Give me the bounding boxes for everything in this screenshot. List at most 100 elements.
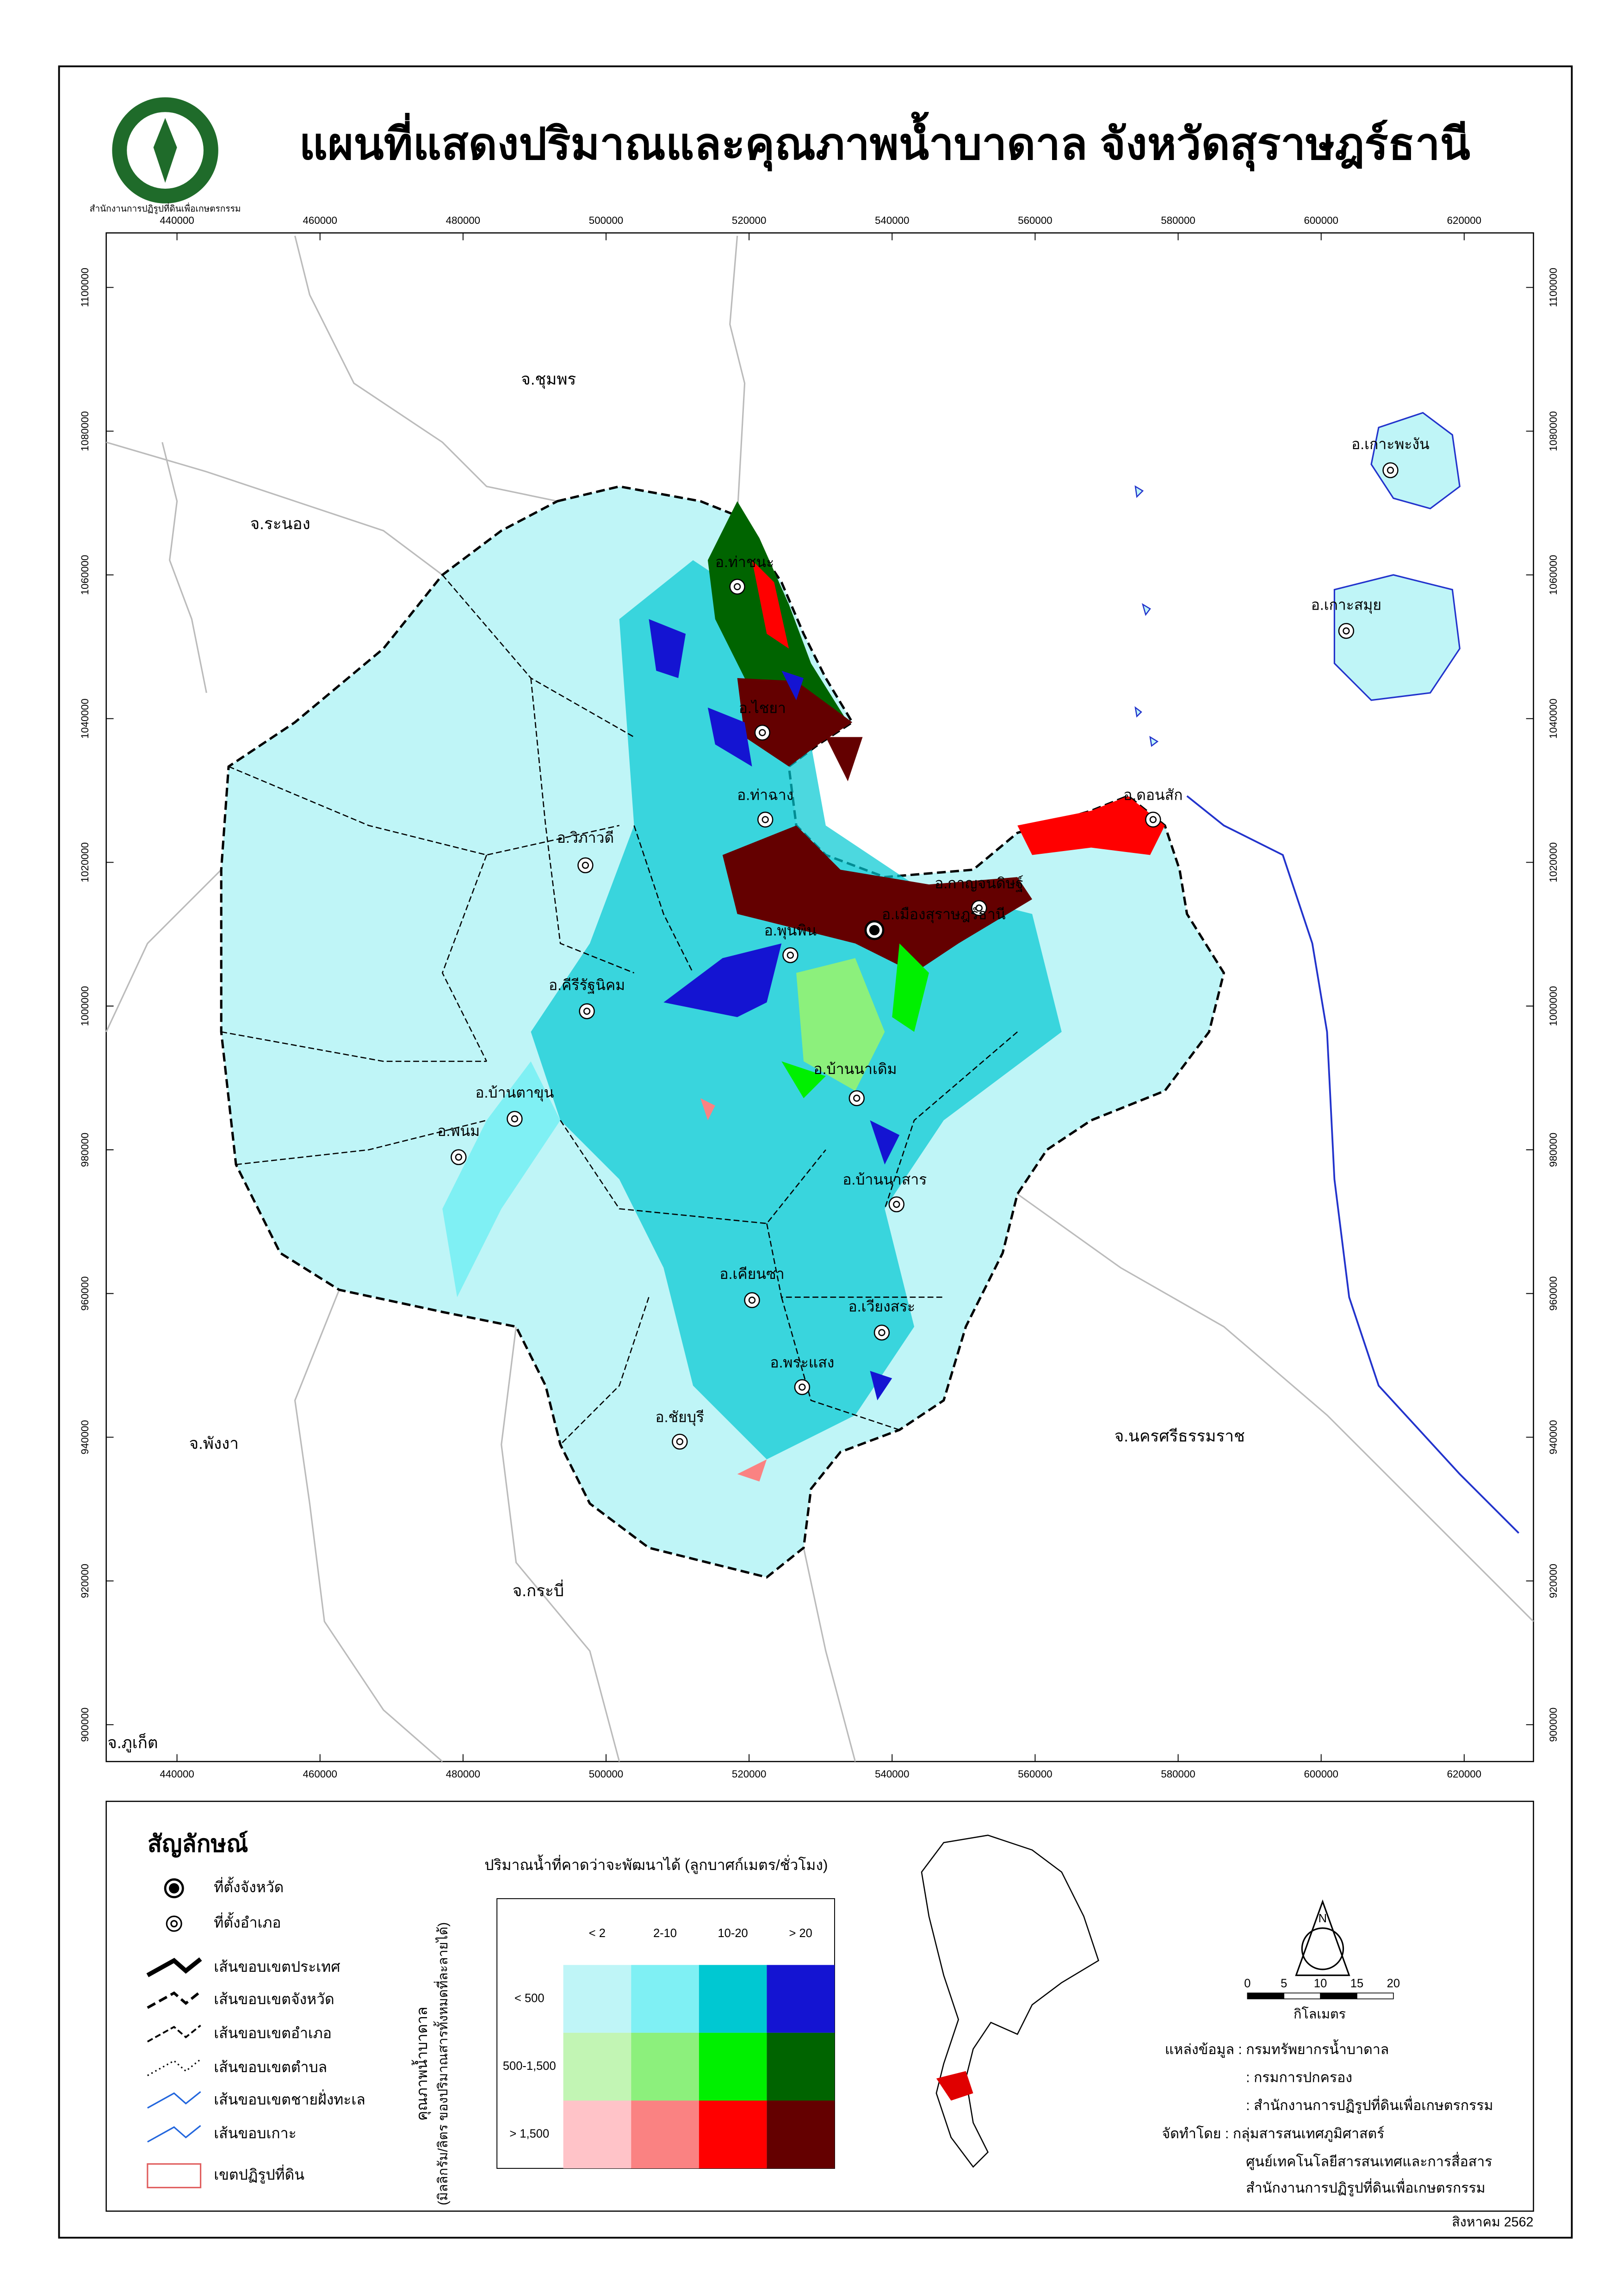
scale-unit: กิโลเมตร [1294, 2006, 1346, 2022]
matrix-cell [563, 2100, 631, 2169]
y-tick-label: 960000 [1548, 1276, 1559, 1310]
district-label: อ.คีรีรัฐนิคม [549, 977, 625, 994]
legend-label: เขตปฏิรูปที่ดิน [214, 2164, 304, 2184]
district-label: อ.วิภาวดี [557, 829, 614, 846]
province-label: จ.ระนอง [250, 515, 310, 533]
x-tick-label: 500000 [589, 215, 623, 226]
credit-line: แหล่งข้อมูล : กรมทรัพยากรน้ำบาดาล [1165, 2039, 1389, 2058]
district-label: อ.เกาะสมุย [1311, 596, 1381, 614]
y-tick-label: 1100000 [1548, 268, 1559, 307]
y-tick-label: 1020000 [79, 842, 91, 883]
district-seat-dot [734, 583, 741, 591]
east-coastline [1186, 795, 1520, 1534]
scale-label: 15 [1350, 1977, 1363, 1990]
legend-frame [105, 1801, 1534, 2212]
legend-label: ที่ตั้งอำเภอ [214, 1912, 281, 1931]
north-triangle [1295, 1899, 1350, 1976]
scale-segment [1356, 1993, 1394, 2000]
zone-red-north [752, 560, 789, 649]
logo [112, 97, 218, 204]
province-label: จ.นครศรีธรรมราช [1114, 1427, 1245, 1445]
x-tick-label: 580000 [1161, 215, 1195, 226]
district-seat-dot [975, 904, 983, 912]
north-arrow [1295, 1899, 1350, 1976]
zone-light-green [796, 958, 885, 1091]
district-label: อ.เคียนซา [719, 1265, 784, 1282]
province-label: จ.ภูเก็ต [107, 1733, 158, 1753]
district-seat-dot [761, 816, 769, 823]
district-label: อ.ชัยบุรี [656, 1408, 705, 1426]
y-tick-label: 940000 [1548, 1420, 1559, 1454]
matrix-column-label: > 20 [789, 1927, 812, 1940]
x-tick-label: 620000 [1447, 1768, 1481, 1780]
scale-segment [1283, 1993, 1321, 2000]
y-tick-label: 920000 [79, 1564, 91, 1598]
y-tick-label: 1060000 [79, 555, 91, 595]
district-seat-dot [583, 1007, 591, 1015]
district-seat [757, 811, 774, 828]
scale-bar: 0 5 10 15 20 [1244, 1977, 1400, 2000]
legend-symbol [146, 1957, 202, 1977]
scale-label: 10 [1314, 1977, 1327, 1990]
scale-segment [1247, 1993, 1285, 2000]
x-tick-label: 500000 [589, 1768, 623, 1780]
x-tick-label: 520000 [732, 215, 766, 226]
island-phangan [1370, 412, 1461, 510]
matrix-cell [631, 2100, 699, 2169]
district-boundaries [221, 574, 1018, 1445]
legend-label: เส้นขอบเขตประเทศ [214, 1958, 340, 1975]
credit-line: : สำนักงานการปฏิรูปที่ดินเพื่อเกษตรกรรม [1246, 2095, 1493, 2114]
scale-label: 0 [1244, 1977, 1251, 1990]
inset-highlight [936, 2071, 973, 2101]
legend-title: สัญลักษณ์ [148, 1831, 248, 1858]
x-tick-label: 600000 [1304, 215, 1338, 226]
district-label: อ.เมืองสุราษฎร์ธานี [882, 906, 1006, 924]
x-tick-label: 440000 [160, 215, 194, 226]
x-tick-label: 620000 [1447, 215, 1481, 226]
y-tick-label: 1080000 [1548, 411, 1559, 451]
district-seat [1145, 811, 1161, 828]
credits: แหล่งข้อมูล : กรมทรัพยากรน้ำบาดาล: กรมกา… [1162, 2039, 1493, 2197]
zone-dark-red-central [722, 825, 1033, 973]
y-tick-label: 980000 [1548, 1133, 1559, 1167]
legend-symbol [170, 1920, 178, 1928]
logo-emblem [153, 117, 177, 183]
district-seat-dot [853, 1094, 861, 1102]
district-label: อ.ไชยา [739, 699, 786, 716]
x-tick-label: 560000 [1018, 1768, 1052, 1780]
district-seat [754, 724, 771, 741]
y-tick-label: 1020000 [1548, 842, 1559, 883]
thailand-inset [921, 1834, 1100, 2168]
matrix-column-label: < 2 [589, 1927, 606, 1940]
district-seat-dot [1387, 467, 1394, 474]
district-seat-dot [676, 1438, 684, 1445]
legend-label: เส้นขอบเขตชายฝั่งทะเล [214, 2089, 365, 2108]
legend-label: ที่ตั้งจังหวัด [214, 1876, 284, 1895]
matrix-cell [563, 2032, 631, 2101]
y-tick-label: 1080000 [79, 411, 91, 451]
x-tick-label: 560000 [1018, 215, 1052, 226]
zone-light-cyan [442, 1061, 561, 1297]
y-tick-label: 900000 [1548, 1708, 1559, 1742]
date: สิงหาคม 2562 [1452, 2215, 1533, 2230]
legend-label: เส้นขอบเขตตำบล [214, 2059, 327, 2075]
x-tick-label: 460000 [303, 1768, 337, 1780]
legend: ที่ตั้งจังหวัดที่ตั้งอำเภอเส้นขอบเขตประเ… [146, 1876, 365, 2189]
x-tick-label: 480000 [446, 215, 480, 226]
x-tick-label: 460000 [303, 215, 337, 226]
district-label: อ.บ้านนาสาร [842, 1171, 927, 1188]
district-seat [1382, 462, 1399, 478]
matrix-cell [767, 2032, 835, 2101]
district-seat [1338, 623, 1355, 639]
zone-dark-red-north [737, 678, 853, 767]
neighbour-boundaries [105, 235, 1534, 1762]
matrix-cell [699, 1965, 767, 2033]
zone-red-east [1017, 796, 1165, 855]
scale-label: 20 [1387, 1977, 1400, 1990]
district-seat-dot [799, 1383, 806, 1391]
district-label: อ.ท่าฉาง [737, 786, 793, 803]
y-tick-label: 1040000 [1548, 698, 1559, 739]
x-tick-label: 480000 [446, 1768, 480, 1780]
